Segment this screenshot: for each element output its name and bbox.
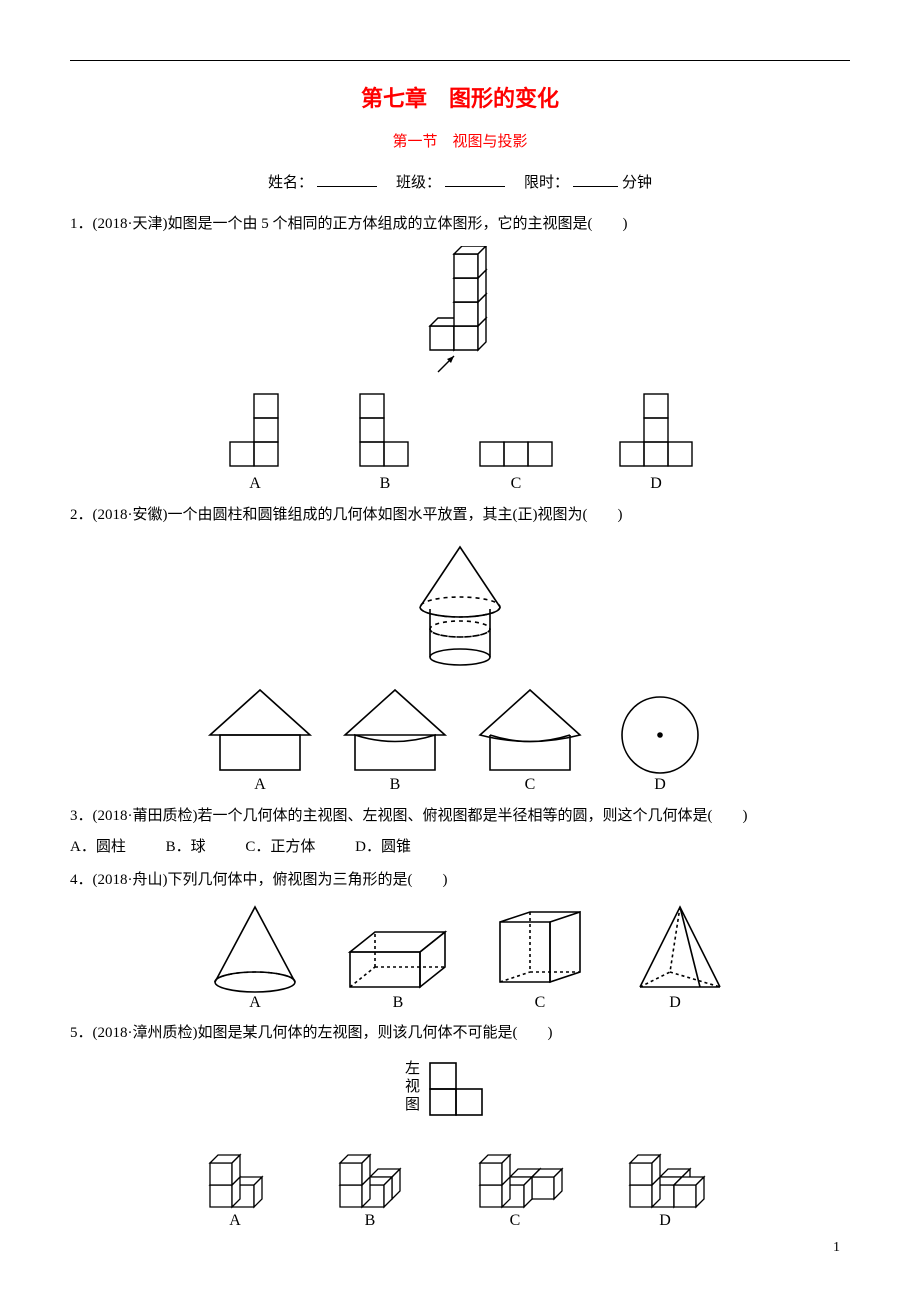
question-3: 3．(2018·莆田质检)若一个几何体的主视图、左视图、俯视图都是半径相等的圆，… bbox=[70, 803, 850, 830]
q4-options-figure: A B C D bbox=[70, 902, 850, 1012]
question-5: 5．(2018·漳州质检)如图是某几何体的左视图，则该几何体不可能是( ) bbox=[70, 1020, 850, 1047]
class-label: 班级： bbox=[396, 175, 441, 191]
svg-text:D: D bbox=[659, 1212, 671, 1229]
q2-number: 2． bbox=[70, 507, 93, 523]
svg-text:C: C bbox=[510, 1212, 521, 1229]
q4-number: 4． bbox=[70, 872, 93, 888]
q3-opt-d: D．圆锥 bbox=[355, 834, 411, 861]
chapter-title: 第七章 图形的变化 bbox=[70, 79, 850, 119]
top-rule bbox=[70, 60, 850, 61]
svg-text:视: 视 bbox=[405, 1078, 420, 1095]
class-blank[interactable] bbox=[445, 171, 505, 187]
q5-source: (2018·漳州质检) bbox=[93, 1025, 198, 1041]
svg-text:D: D bbox=[650, 475, 662, 492]
svg-text:B: B bbox=[365, 1212, 376, 1229]
q1-text: 如图是一个由 5 个相同的正方体组成的立体图形，它的主视图是( ) bbox=[168, 216, 628, 232]
svg-text:C: C bbox=[511, 475, 522, 492]
q5-main-figure: 左 视 图 bbox=[70, 1055, 850, 1125]
svg-text:B: B bbox=[380, 475, 391, 492]
q5-text: 如图是某几何体的左视图，则该几何体不可能是( ) bbox=[198, 1025, 553, 1041]
q2-source: (2018·安徽) bbox=[93, 507, 168, 523]
svg-text:C: C bbox=[535, 994, 546, 1011]
q1-options-figure: A B C D bbox=[70, 384, 850, 494]
q5-number: 5． bbox=[70, 1025, 93, 1041]
q2-options-icon: A B C D bbox=[190, 685, 730, 795]
q4-text: 下列几何体中，俯视图为三角形的是( ) bbox=[168, 872, 448, 888]
svg-text:C: C bbox=[525, 776, 536, 793]
svg-text:A: A bbox=[254, 776, 266, 793]
q1-source: (2018·天津) bbox=[93, 216, 168, 232]
svg-text:左: 左 bbox=[405, 1060, 420, 1077]
svg-text:A: A bbox=[249, 994, 261, 1011]
q4-source: (2018·舟山) bbox=[93, 872, 168, 888]
time-unit: 分钟 bbox=[622, 175, 652, 191]
q1-number: 1． bbox=[70, 216, 93, 232]
cone-cylinder-icon bbox=[385, 537, 535, 677]
question-2: 2．(2018·安徽)一个由圆柱和圆锥组成的几何体如图水平放置，其主(正)视图为… bbox=[70, 502, 850, 529]
svg-text:D: D bbox=[669, 994, 681, 1011]
name-blank[interactable] bbox=[317, 171, 377, 187]
q3-text: 若一个几何体的主视图、左视图、俯视图都是半径相等的圆，则这个几何体是( ) bbox=[198, 808, 748, 824]
cube-stack-icon bbox=[400, 246, 520, 376]
q3-opt-b: B．球 bbox=[166, 834, 206, 861]
svg-text:A: A bbox=[229, 1212, 241, 1229]
q3-opt-c: C．正方体 bbox=[245, 834, 315, 861]
name-label: 姓名： bbox=[268, 175, 313, 191]
svg-text:A: A bbox=[249, 475, 261, 492]
question-1: 1．(2018·天津)如图是一个由 5 个相同的正方体组成的立体图形，它的主视图… bbox=[70, 211, 850, 238]
page-number: 1 bbox=[833, 1235, 840, 1260]
q3-options: A．圆柱 B．球 C．正方体 D．圆锥 bbox=[70, 834, 850, 861]
q2-main-figure bbox=[70, 537, 850, 677]
q2-options-figure: A B C D bbox=[70, 685, 850, 795]
section-title: 第一节 视图与投影 bbox=[70, 129, 850, 156]
student-info-line: 姓名： 班级： 限时： 分钟 bbox=[70, 170, 850, 197]
time-label: 限时： bbox=[524, 175, 569, 191]
question-4: 4．(2018·舟山)下列几何体中，俯视图为三角形的是( ) bbox=[70, 867, 850, 894]
q3-source: (2018·莆田质检) bbox=[93, 808, 198, 824]
q5-options-figure: A B C D bbox=[70, 1133, 850, 1233]
q5-options-icon: A B C D bbox=[180, 1133, 740, 1233]
q3-opt-a: A．圆柱 bbox=[70, 834, 126, 861]
q4-options-icon: A B C D bbox=[180, 902, 740, 1012]
time-blank[interactable] bbox=[573, 171, 618, 187]
q1-options-icon: A B C D bbox=[200, 384, 720, 494]
q5-left-view-icon: 左 视 图 bbox=[375, 1055, 545, 1125]
svg-text:图: 图 bbox=[405, 1096, 420, 1113]
q3-number: 3． bbox=[70, 808, 93, 824]
svg-text:B: B bbox=[393, 994, 404, 1011]
svg-text:B: B bbox=[390, 776, 401, 793]
q1-main-figure bbox=[70, 246, 850, 376]
svg-text:D: D bbox=[654, 776, 666, 793]
q2-text: 一个由圆柱和圆锥组成的几何体如图水平放置，其主(正)视图为( ) bbox=[168, 507, 623, 523]
